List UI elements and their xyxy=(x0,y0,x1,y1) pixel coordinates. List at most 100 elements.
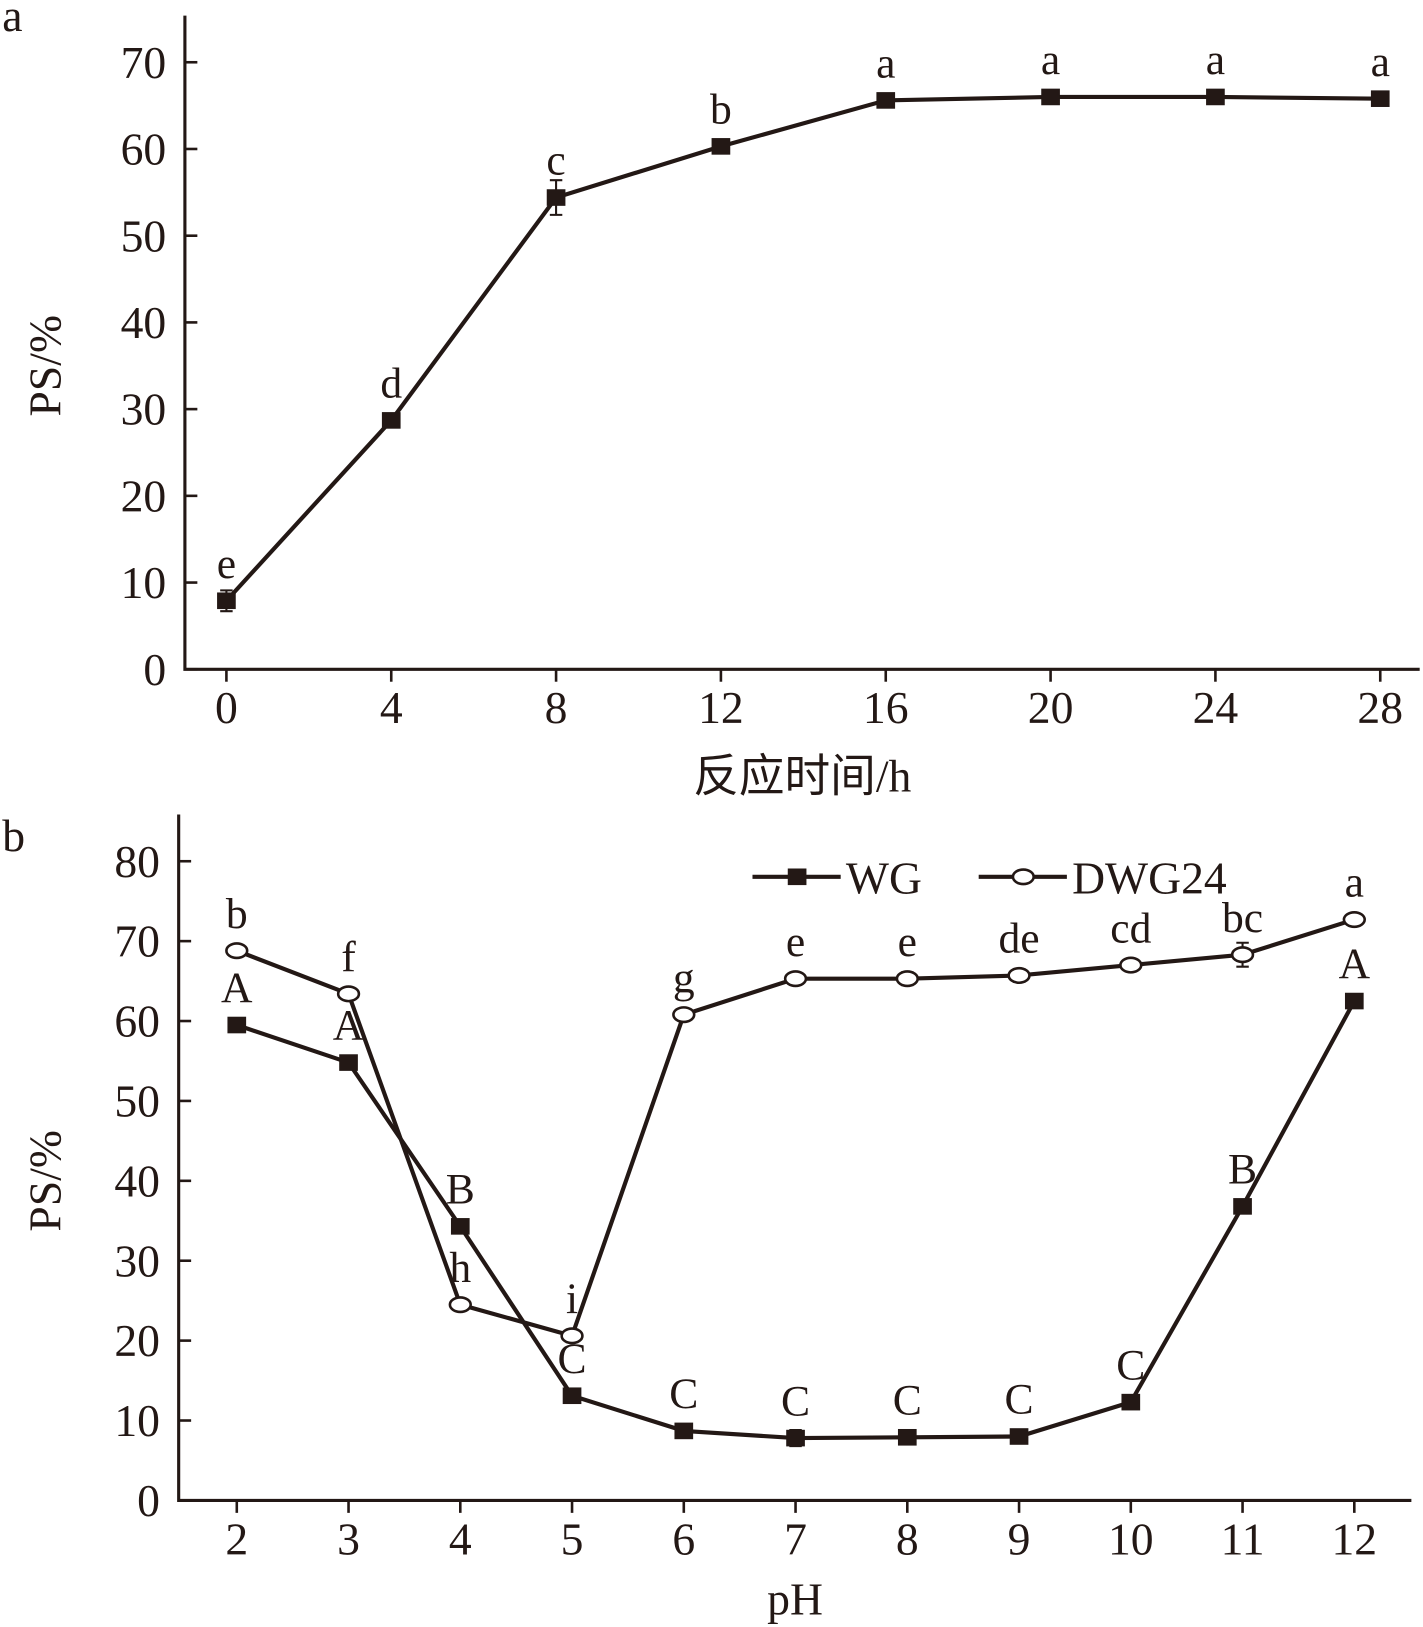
significance-label: d xyxy=(380,360,402,408)
y-tick-label: 60 xyxy=(121,124,167,175)
significance-label: a xyxy=(1206,36,1225,84)
significance-label: A xyxy=(221,964,253,1012)
y-tick-label: 40 xyxy=(121,297,167,348)
data-point-circle xyxy=(225,942,249,960)
x-tick-label: 2 xyxy=(225,1513,248,1564)
data-point-square xyxy=(1370,90,1390,107)
significance-label: h xyxy=(449,1244,471,1292)
legend-label-dwg24: DWG24 xyxy=(1072,852,1227,903)
significance-label: e xyxy=(786,918,805,966)
data-point-square xyxy=(786,1429,805,1447)
significance-label: f xyxy=(341,933,356,981)
x-tick-label: 28 xyxy=(1357,682,1403,733)
x-tick-label: 0 xyxy=(215,682,238,733)
y-tick-label: 50 xyxy=(114,1075,160,1126)
significance-label: g xyxy=(673,954,695,1002)
data-point-square xyxy=(1233,1198,1252,1215)
significance-label: B xyxy=(446,1166,475,1214)
data-point-square xyxy=(1121,1393,1141,1411)
y-tick-label: 10 xyxy=(121,557,167,608)
significance-label: C xyxy=(781,1377,810,1425)
data-point-square xyxy=(217,592,236,610)
series-line-wg xyxy=(236,1000,1357,1441)
y-tick-label: 70 xyxy=(114,916,160,967)
data-point-circle xyxy=(1119,956,1143,974)
y-axis-title: PS/% xyxy=(19,315,70,416)
x-tick-label: 4 xyxy=(380,682,403,733)
data-point-circle xyxy=(672,1006,696,1024)
data-point-circle xyxy=(1230,946,1255,964)
legend-marker-circle xyxy=(1011,868,1035,886)
significance-label: de xyxy=(998,915,1039,963)
data-point-square xyxy=(1041,88,1060,106)
data-point-circle xyxy=(1342,910,1366,929)
chart-a: 0 10 20 30 40 50 60 70 0 4 8 12 16 20 24 28 反应时间/h PS/% e d… xyxy=(19,15,1420,802)
data-point-square xyxy=(1009,1428,1029,1445)
data-point-square xyxy=(562,1387,582,1405)
panel-b-letter: b xyxy=(2,810,25,861)
data-point-square xyxy=(227,1016,247,1034)
data-point-circle xyxy=(560,1327,584,1345)
significance-label: a xyxy=(1345,859,1364,907)
y-tick-label: 0 xyxy=(143,644,166,695)
data-point-square xyxy=(546,189,566,206)
data-point-square xyxy=(1206,88,1225,106)
data-point-square xyxy=(674,1422,694,1440)
data-point-square xyxy=(450,1218,470,1235)
data-point-square xyxy=(897,1428,917,1446)
x-tick-label: 16 xyxy=(863,682,909,733)
x-tick-label: 6 xyxy=(672,1513,695,1564)
x-tick-label: 7 xyxy=(784,1513,807,1564)
significance-label: C xyxy=(1116,1341,1145,1389)
significance-label: e xyxy=(898,918,917,966)
significance-label: b xyxy=(710,86,732,134)
data-point-square xyxy=(876,92,896,109)
significance-label: B xyxy=(1228,1146,1257,1194)
y-tick-label: 80 xyxy=(114,836,160,887)
y-tick-label: 40 xyxy=(114,1155,160,1206)
y-tick-label: 70 xyxy=(121,37,167,88)
significance-label: a xyxy=(1371,38,1390,86)
x-tick-label: 24 xyxy=(1193,682,1239,733)
y-tick-label: 20 xyxy=(114,1315,160,1366)
y-tick-label: 0 xyxy=(137,1475,160,1526)
significance-label: e xyxy=(217,540,236,588)
y-tick-label: 30 xyxy=(114,1235,160,1286)
significance-label: a xyxy=(1041,36,1060,84)
axes xyxy=(183,15,1420,671)
x-tick-label: 8 xyxy=(545,682,568,733)
x-tick-label: 4 xyxy=(449,1513,472,1564)
significance-label: C xyxy=(893,1376,922,1424)
x-tick-label: 20 xyxy=(1028,682,1074,733)
data-point-square xyxy=(1344,992,1364,1010)
legend-label-wg: WG xyxy=(846,852,922,903)
data-point-square xyxy=(339,1054,358,1071)
x-tick-label: 11 xyxy=(1221,1513,1265,1564)
y-tick-label: 30 xyxy=(121,384,167,435)
significance-label: i xyxy=(566,1275,578,1323)
y-tick-label: 50 xyxy=(121,210,167,261)
data-point-circle xyxy=(895,970,919,988)
significance-label: bc xyxy=(1222,894,1263,942)
legend-marker-square xyxy=(787,868,807,886)
x-tick-label: 5 xyxy=(561,1513,584,1564)
data-point-square xyxy=(711,138,731,155)
y-axis-title: PS/% xyxy=(19,1130,70,1231)
data-point-square xyxy=(381,412,401,429)
significance-label: C xyxy=(669,1370,698,1418)
x-tick-label: 3 xyxy=(337,1513,360,1564)
significance-label: b xyxy=(226,890,248,938)
x-tick-label: 9 xyxy=(1008,1513,1031,1564)
chart-b: 0 10 20 30 40 50 60 70 80 2 3 4 5 6 7 8 9 10 11 12 pH PS/% A A B… xyxy=(19,814,1412,1625)
y-tick-label: 10 xyxy=(114,1395,160,1446)
y-tick-label: 20 xyxy=(121,470,167,521)
data-point-circle xyxy=(783,970,808,988)
panel-a-letter: a xyxy=(2,0,22,41)
data-point-circle xyxy=(448,1296,472,1314)
significance-label: A xyxy=(1339,940,1371,988)
x-tick-label: 10 xyxy=(1108,1513,1154,1564)
y-tick-label: 60 xyxy=(114,996,160,1047)
significance-label: c xyxy=(546,137,565,185)
data-point-circle xyxy=(1007,966,1031,985)
